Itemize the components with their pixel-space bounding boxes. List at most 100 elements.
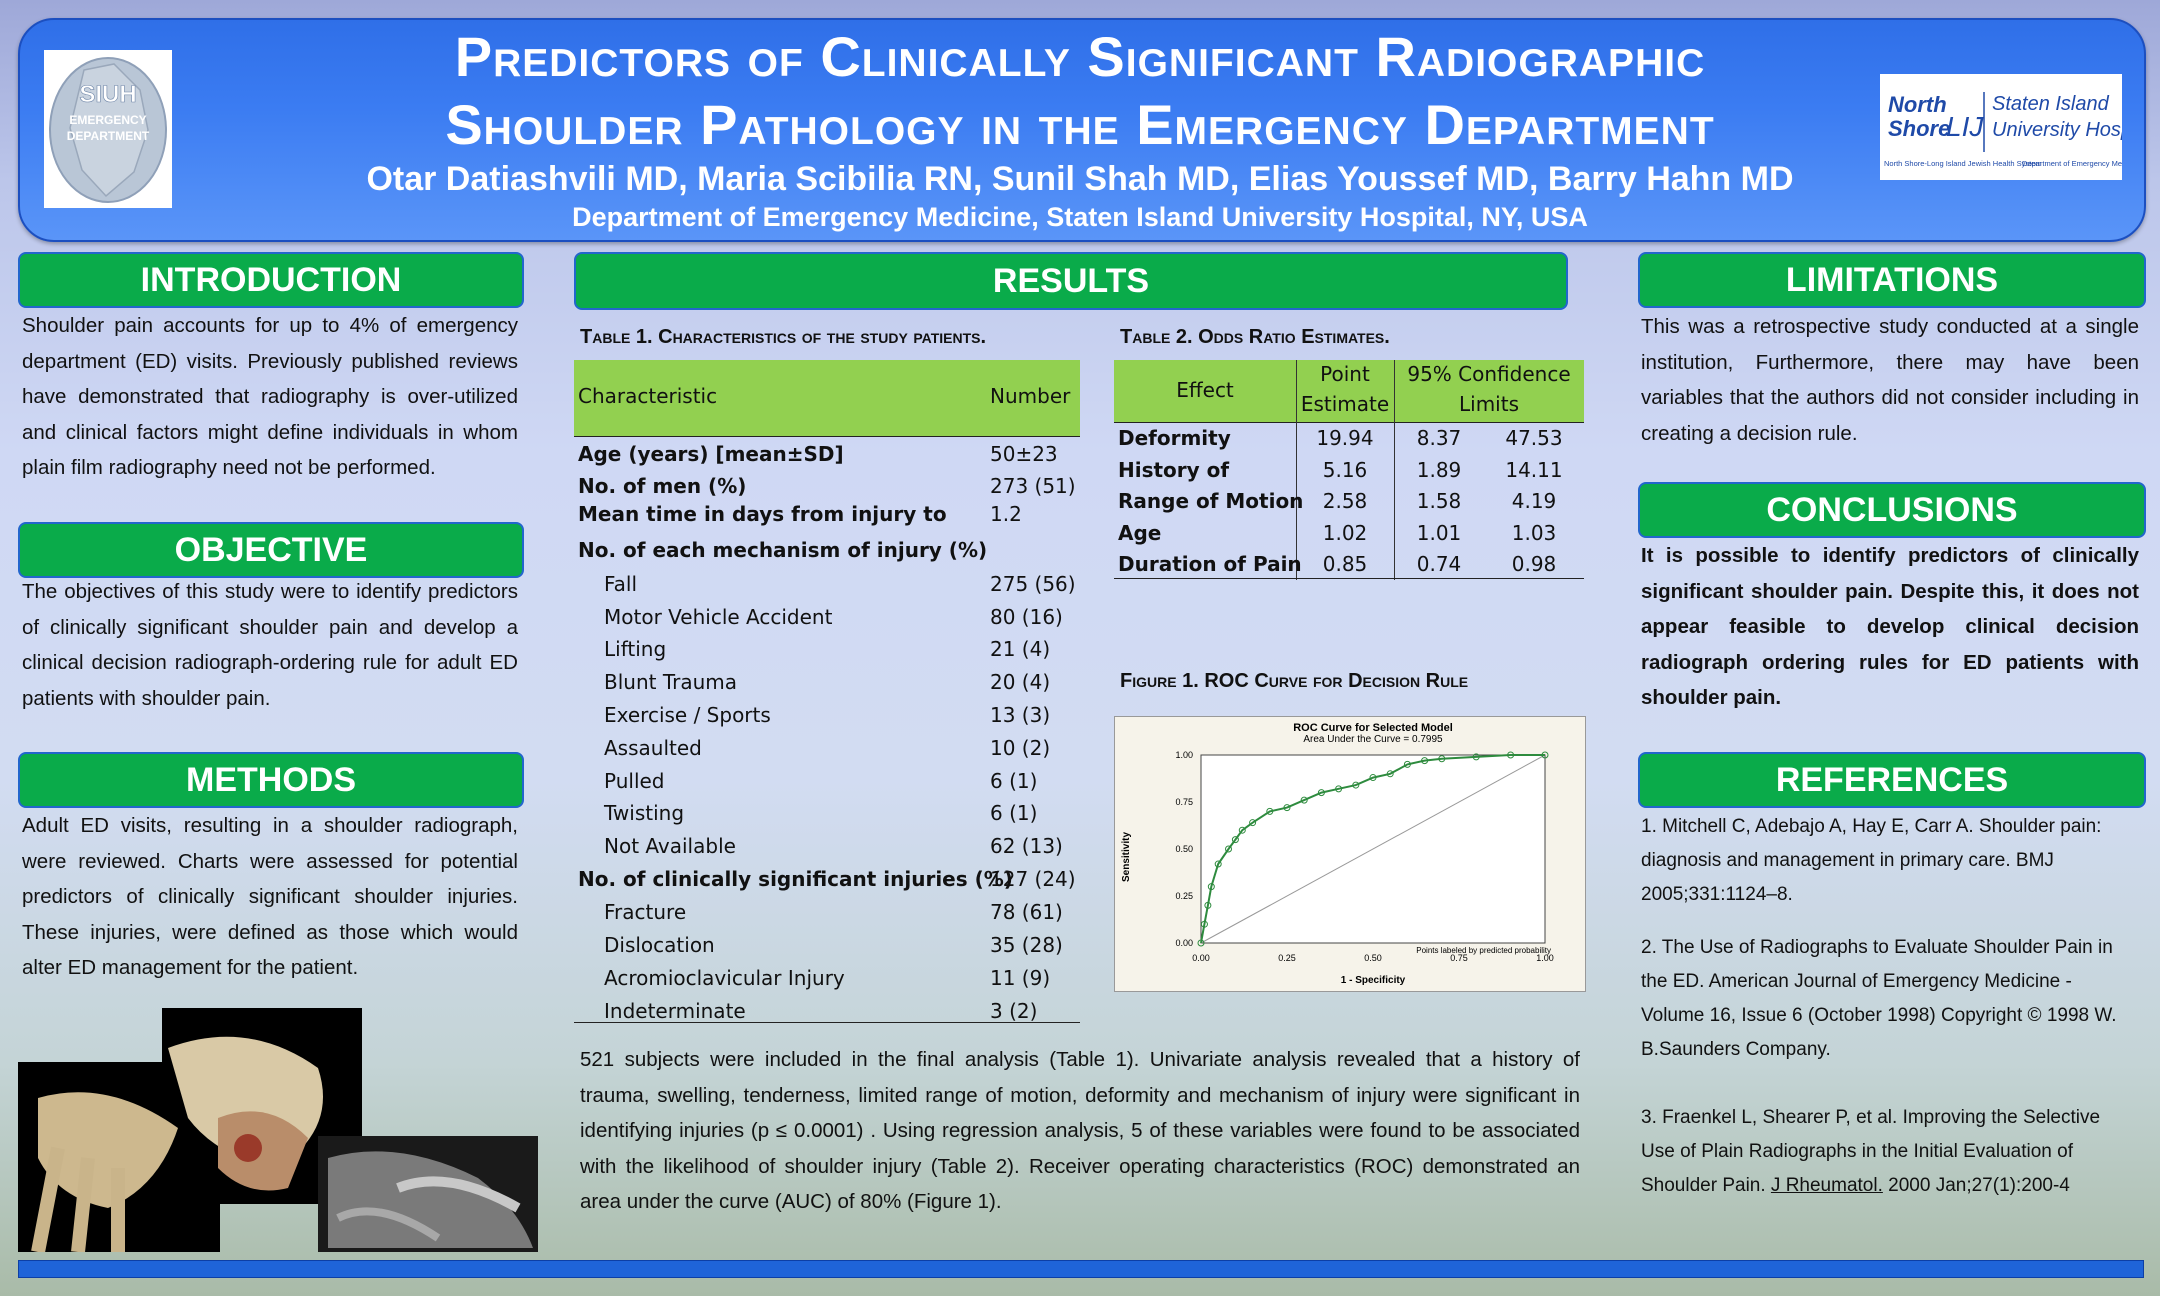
table1-row-value: 21 (4) bbox=[990, 637, 1051, 661]
reference-3-text: 3. Fraenkel L, Shearer P, et al. Improvi… bbox=[1641, 1107, 2101, 1196]
introduction-heading: INTRODUCTION bbox=[18, 252, 524, 308]
roc-y-tick: 1.00 bbox=[1175, 750, 1193, 760]
table1-row-label: Age (years) [mean±SD] bbox=[578, 442, 844, 466]
table2-cell-high: 0.98 bbox=[1511, 552, 1557, 576]
conclusions-text: It is possible to identify predictors of… bbox=[1641, 544, 2139, 709]
table2-cell-low: 1.58 bbox=[1416, 489, 1462, 513]
roc-y-tick: 0.75 bbox=[1175, 797, 1193, 807]
poster-title-line2: Shoulder Pathology in the Emergency Depa… bbox=[445, 93, 1715, 156]
table2-cell-low: 1.01 bbox=[1416, 520, 1462, 545]
table1-row-label: Pulled bbox=[604, 769, 665, 793]
table1-row-value: 127 (24) bbox=[990, 867, 1076, 891]
table1-row-label: Dislocation bbox=[604, 933, 715, 957]
table1-row: Lifting 21 (4) bbox=[574, 637, 1080, 669]
table1-row-value: 62 (13) bbox=[990, 834, 1063, 858]
table2-cell-effect: Deformity bbox=[1118, 426, 1231, 450]
logo-dept-em-text: Department of Emergency Medicine bbox=[2022, 159, 2122, 168]
reference-1: 1. Mitchell C, Adebajo A, Hay E, Carr A.… bbox=[1641, 816, 2102, 905]
table1-col-characteristic: Characteristic bbox=[578, 384, 718, 408]
table1-row: Acromioclavicular Injury 11 (9) bbox=[574, 966, 1080, 998]
roc-point bbox=[1204, 901, 1212, 909]
logo-staten-island-text: Staten Island bbox=[1992, 93, 2110, 115]
table1-col-number: Number bbox=[990, 384, 1071, 408]
roc-ylabel: Sensitivity bbox=[1121, 832, 1132, 882]
authors: Otar Datiashvili MD, Maria Scibilia RN, … bbox=[366, 160, 1794, 198]
roc-point bbox=[1225, 845, 1233, 853]
table1: Characteristic Number Age (years) [mean±… bbox=[574, 360, 1080, 1024]
roc-figure: ROC Curve for Selected Model Area Under … bbox=[1114, 716, 1586, 992]
table1-row-label: Fracture bbox=[604, 900, 687, 924]
table1-row-label: Twisting bbox=[604, 801, 685, 825]
table1-row-label: No. of each mechanism of injury (%) bbox=[578, 538, 988, 562]
table2-cell-high: 14.11 bbox=[1505, 457, 1563, 482]
roc-x-tick: 1.00 bbox=[1536, 953, 1554, 963]
reference-2: 2. The Use of Radiographs to Evaluate Sh… bbox=[1641, 937, 2117, 1060]
table1-row-value: 273 (51) bbox=[990, 474, 1076, 498]
roc-point bbox=[1231, 836, 1239, 844]
roc-point bbox=[1403, 760, 1411, 768]
logo-north-text: North bbox=[1888, 92, 1947, 117]
logo-emergency-text: EMERGENCY bbox=[69, 113, 146, 127]
table2-cell-low: 0.74 bbox=[1416, 552, 1462, 576]
table1-row: Fracture 78 (61) bbox=[574, 900, 1080, 932]
figure1-caption: Figure 1. ROC Curve for Decision Rule bbox=[1120, 670, 1469, 692]
table2-cell-low: 1.89 bbox=[1416, 457, 1462, 482]
table1-row-value: 6 (1) bbox=[990, 801, 1038, 825]
table2-header-bg bbox=[1114, 360, 1584, 422]
roc-point bbox=[1369, 774, 1377, 782]
table2-row: Deformity 19.94 8.37 47.53 bbox=[1114, 426, 1584, 458]
table2-cell-high: 1.03 bbox=[1511, 520, 1557, 545]
table2-caption: Table 2. Odds Ratio Estimates. bbox=[1120, 326, 1390, 348]
table1-row-label: Indeterminate bbox=[604, 999, 746, 1023]
roc-point bbox=[1317, 789, 1325, 797]
table1-row: No. of men (%) 273 (51) bbox=[574, 474, 1080, 506]
table2-cell-high: 47.53 bbox=[1505, 426, 1563, 450]
roc-point bbox=[1266, 807, 1274, 815]
table1-row: Pulled 6 (1) bbox=[574, 769, 1080, 801]
roc-point bbox=[1541, 751, 1549, 759]
logo-department-text: DEPARTMENT bbox=[67, 129, 150, 143]
roc-point bbox=[1238, 826, 1246, 834]
table2-cell-high: 4.19 bbox=[1511, 489, 1557, 513]
table2-cell-point: 2.58 bbox=[1322, 489, 1368, 513]
limitations-heading: LIMITATIONS bbox=[1638, 252, 2146, 308]
reference-3-tail: 2000 Jan;27(1):200-4 bbox=[1882, 1175, 2070, 1196]
table1-row: No. of each mechanism of injury (%) bbox=[574, 538, 1080, 570]
reference-3-journal-link[interactable]: J Rheumatol. bbox=[1770, 1175, 1883, 1196]
logo-lij-text: LIJ bbox=[1946, 111, 1984, 142]
roc-point bbox=[1335, 785, 1343, 793]
table1-row-value: 1.2 bbox=[990, 502, 1022, 526]
table2-row: Range of Motion 2.58 1.58 4.19 bbox=[1114, 489, 1584, 521]
roc-point bbox=[1507, 751, 1515, 759]
poster-title-line1: Predictors of Clinically Significant Rad… bbox=[454, 25, 1706, 88]
table1-row: Dislocation 35 (28) bbox=[574, 933, 1080, 965]
table1-row-value: 275 (56) bbox=[990, 572, 1076, 596]
table1-row: Age (years) [mean±SD] 50±23 bbox=[574, 442, 1080, 474]
table2-cell-point: 5.16 bbox=[1322, 457, 1368, 482]
table2-col-effect: Effect bbox=[1176, 378, 1234, 402]
north-shore-lij-logo: North Shore LIJ Staten Island University… bbox=[1880, 74, 2158, 180]
table1-row-value: 50±23 bbox=[990, 442, 1058, 466]
roc-x-tick: 0.75 bbox=[1450, 953, 1468, 963]
table1-row-label: Motor Vehicle Accident bbox=[604, 605, 833, 629]
department: Department of Emergency Medicine, Staten… bbox=[572, 202, 1588, 232]
table2-cell-point: 1.02 bbox=[1322, 520, 1368, 545]
table2: Effect Point Estimate 95% Confidence Lim… bbox=[1114, 360, 1584, 580]
table1-row-label: Blunt Trauma bbox=[604, 670, 737, 694]
shoulder-ct-xray-collage bbox=[18, 1008, 538, 1254]
table2-cell-point: 19.94 bbox=[1316, 426, 1374, 450]
roc-point bbox=[1472, 753, 1480, 761]
roc-point bbox=[1438, 755, 1446, 763]
table1-caption: Table 1. Characteristics of the study pa… bbox=[580, 326, 987, 348]
roc-point bbox=[1421, 757, 1429, 765]
table1-row: Twisting 6 (1) bbox=[574, 801, 1080, 833]
table2-row: Duration of Pain 0.85 0.74 0.98 bbox=[1114, 552, 1584, 584]
limitations-text: This was a retrospective study conducted… bbox=[1641, 315, 2139, 445]
table1-row: Fall 275 (56) bbox=[574, 572, 1080, 604]
table2-cell-effect: Age bbox=[1118, 520, 1162, 545]
roc-y-tick: 0.50 bbox=[1175, 844, 1193, 854]
shoulder-images bbox=[18, 1008, 538, 1254]
table1-row-label: Assaulted bbox=[604, 736, 702, 760]
table1-row-label: Not Available bbox=[604, 834, 736, 858]
roc-x-tick: 0.25 bbox=[1278, 953, 1296, 963]
